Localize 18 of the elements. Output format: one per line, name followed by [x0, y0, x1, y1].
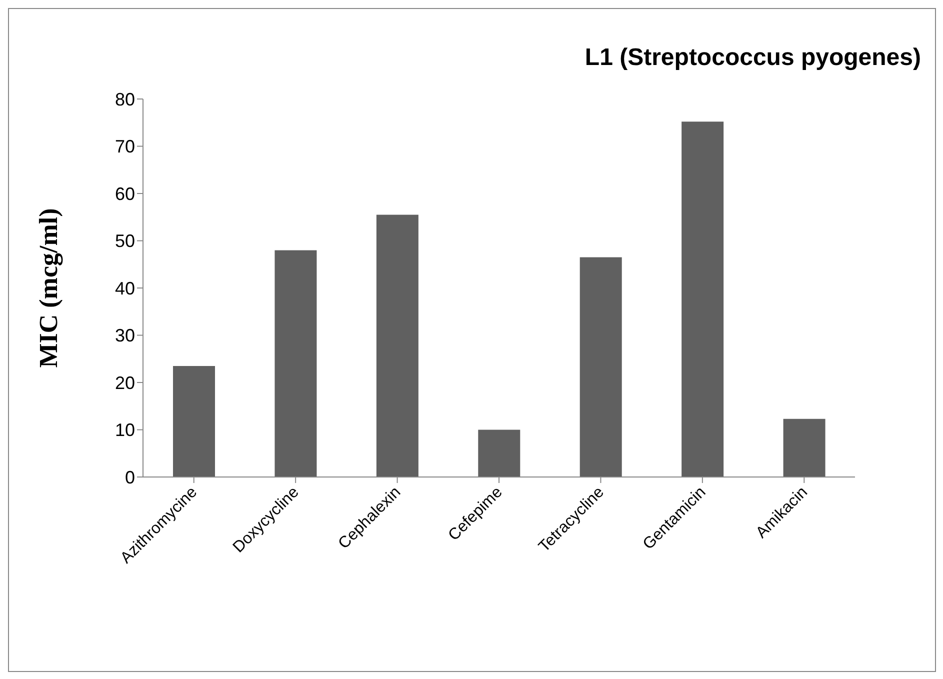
bar — [580, 257, 622, 477]
bar — [478, 430, 520, 477]
y-tick-label: 50 — [114, 231, 135, 252]
bar — [173, 366, 215, 477]
bar — [376, 214, 418, 477]
y-tick-label: 60 — [114, 184, 135, 204]
y-tick-label: 20 — [114, 372, 135, 393]
bar — [274, 250, 317, 477]
y-tick-label: 0 — [124, 467, 135, 488]
y-tick-label: 10 — [114, 420, 135, 440]
bar — [682, 122, 724, 477]
bar — [783, 418, 826, 477]
y-tick-label: 30 — [114, 326, 135, 346]
y-tick-label: 80 — [114, 89, 135, 110]
y-tick-label: 40 — [114, 278, 135, 298]
y-tick-label: 70 — [114, 136, 135, 157]
y-axis-title: MIC (mcg/ml) — [34, 208, 64, 368]
chart-title: L1 (Streptococcus pyogenes) — [584, 44, 921, 72]
